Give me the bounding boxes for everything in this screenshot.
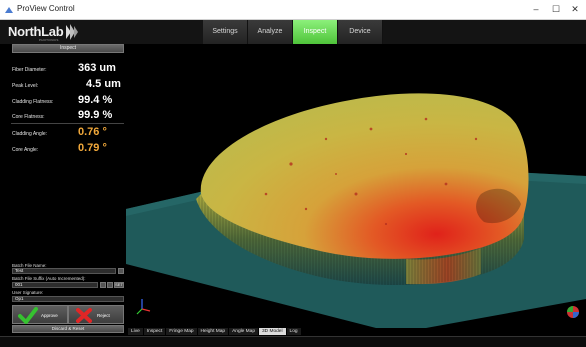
inspect-button[interactable]: Inspect [12,44,124,53]
user-signature-field[interactable]: Op1 [12,296,124,302]
core-angle-label: Core Angle: [12,147,39,153]
peak-level-label: Peak Level: [12,83,39,89]
tab-device[interactable]: Device [338,20,383,44]
user-signature-label: User Signature: [12,290,44,295]
batch-file-browse-button[interactable] [118,268,124,274]
batch-file-name-label: Batch File Name: [12,263,47,268]
batch-suffix-field[interactable]: 001 [12,282,98,288]
cladding-angle-label: Cladding Angle: [12,131,48,137]
tab-inspect-view[interactable]: Inspect [143,328,166,335]
logo-subtitle: PHOTONICS [39,38,59,42]
axis-gizmo-icon [136,299,151,315]
tab-analyze[interactable]: Analyze [248,20,293,44]
tab-inspect[interactable]: Inspect [293,20,338,44]
window-title-bar: ProView Control – ☐ ✕ [0,0,586,20]
view-tabs: Live Inspect Fringe Map Height Map Angle… [126,328,586,336]
peak-level-value: 4.5 um [86,78,121,90]
tab-height-map[interactable]: Height Map [197,328,229,335]
batch-file-name-field[interactable]: Test [12,268,116,274]
3d-surface-render [126,93,586,328]
3d-model-viewport[interactable] [126,44,586,328]
tab-angle-map[interactable]: Angle Map [229,328,259,335]
fiber-diameter-label: Fiber Diameter: [12,67,47,73]
logo-text: NorthLab [8,24,64,39]
fiber-diameter-value: 363 um [78,62,116,74]
approve-button[interactable]: Approve [12,305,68,324]
status-bar [0,336,586,347]
core-angle-value: 0.79 ° [78,142,107,154]
tab-3d-model[interactable]: 3D Model [259,328,286,335]
checkmark-icon [18,307,38,324]
cladding-flatness-value: 99.4 % [78,94,113,106]
minimize-button[interactable]: – [533,4,539,14]
logo: NorthLab PHOTONICS [8,23,78,43]
tab-fringe-map[interactable]: Fringe Map [166,328,197,335]
tab-settings[interactable]: Settings [203,20,248,44]
separator [11,123,124,124]
suffix-set-button[interactable]: SET [114,282,124,288]
tab-live[interactable]: Live [128,328,143,335]
close-button[interactable]: ✕ [571,4,579,14]
main-tabs: Settings Analyze Inspect Device [203,20,383,44]
wing-logo-icon [66,24,78,40]
tab-log[interactable]: Log [286,328,301,335]
core-flatness-label: Core Flatness: [12,114,45,120]
discard-reset-button[interactable]: Discard & Reset [12,325,124,333]
x-icon [76,308,92,323]
fiber-end-face-surface [200,93,529,259]
suffix-up-button[interactable] [100,282,106,288]
suffix-down-button[interactable] [107,282,113,288]
cladding-flatness-label: Cladding Flatness: [12,99,54,105]
app-icon [5,7,13,13]
cladding-angle-value: 0.76 ° [78,126,107,138]
reject-button[interactable]: Reject [68,305,124,324]
core-flatness-value: 99.9 % [78,109,113,121]
batch-suffix-label: Batch File Suffix (Auto Incremented): [12,276,86,281]
reject-label: Reject [97,313,110,318]
view-cube-icon [567,306,579,318]
window-title: ProView Control [17,4,75,13]
maximize-button[interactable]: ☐ [551,4,561,14]
approve-label: Approve [41,313,58,318]
